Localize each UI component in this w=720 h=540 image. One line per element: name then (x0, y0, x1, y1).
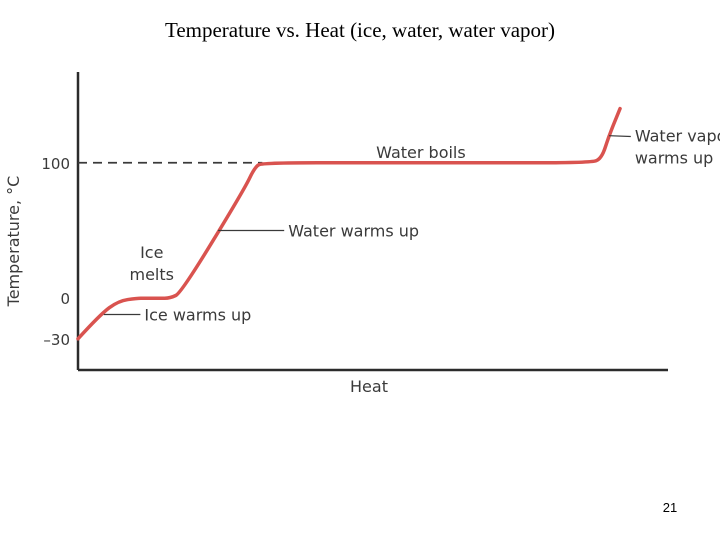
slide-title: Temperature vs. Heat (ice, water, water … (164, 18, 556, 42)
x-axis-label: Heat (350, 377, 388, 396)
y-tick-label: –30 (43, 331, 70, 349)
y-axis-label: Temperature, °C (4, 176, 23, 308)
annotation-water-vapor-warms-up: warms up (635, 149, 714, 168)
annotation-ice-melts: melts (130, 265, 174, 284)
page-number: 21 (662, 500, 678, 515)
annotation-water-boils: Water boils (376, 143, 466, 162)
annotation-water-warms-up: Water warms up (288, 221, 419, 240)
y-tick-label: 100 (41, 155, 70, 173)
y-tick-label: 0 (60, 290, 70, 308)
annotation-ice-warms-up: Ice warms up (144, 305, 251, 324)
annotation-ice-melts: Ice (140, 243, 163, 262)
annotation-water-vapor-warms-up: Water vapor (635, 127, 720, 146)
annotation-pointer-water-vapor-warms-up (608, 135, 631, 138)
heating-curve-line (76, 106, 622, 341)
